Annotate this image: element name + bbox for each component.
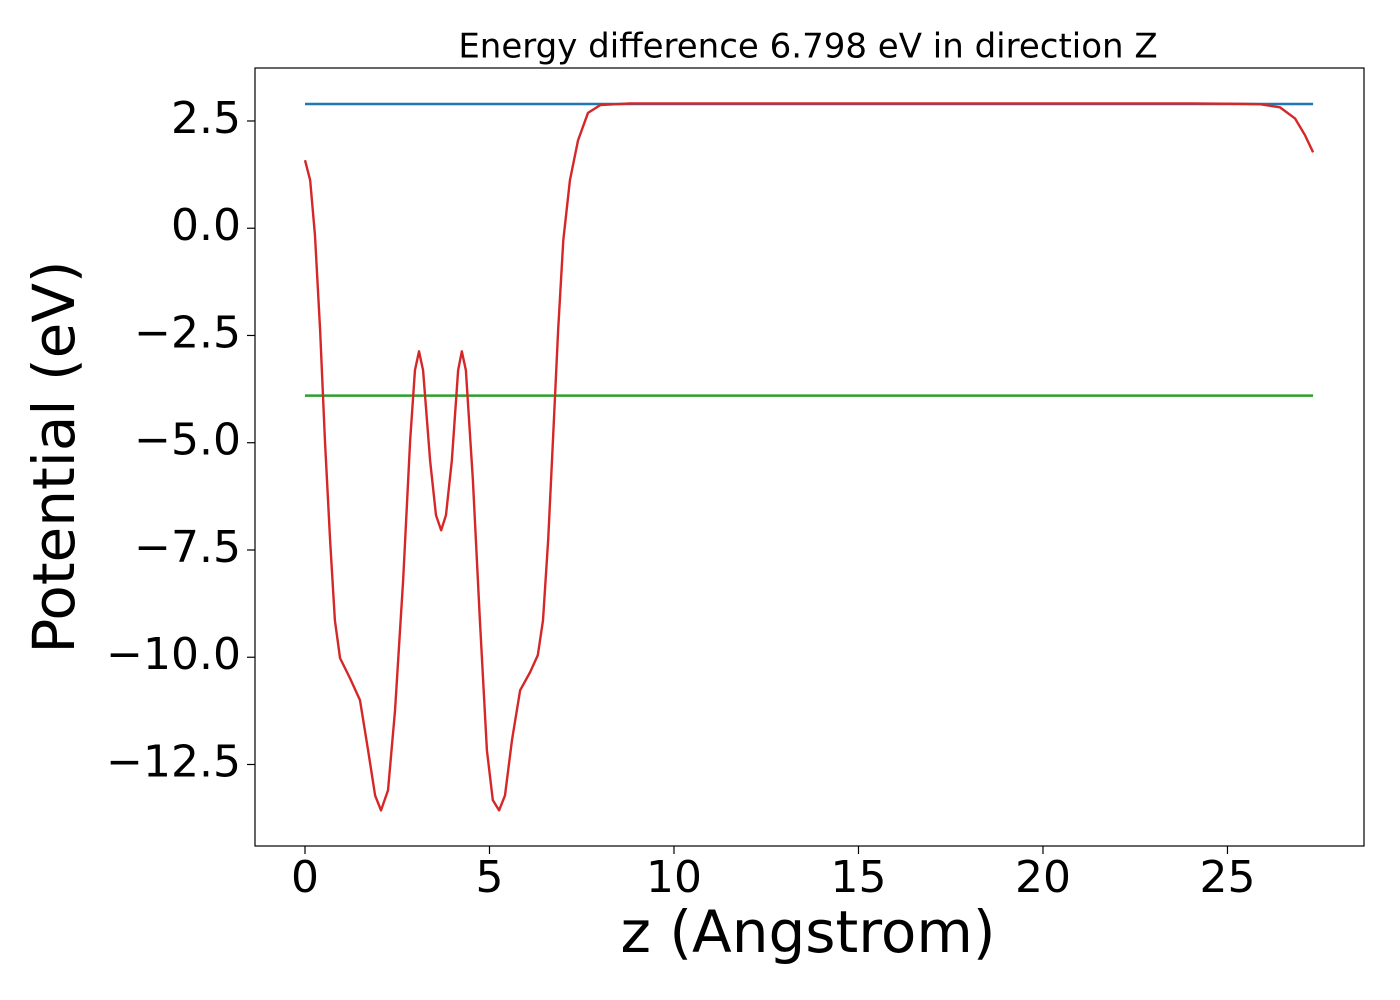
x-axis-label: z (Angstrom) [621, 898, 996, 966]
y-tick-label: −10.0 [106, 629, 241, 680]
y-tick-label: 0.0 [171, 200, 241, 251]
x-tick-label: 0 [291, 852, 319, 903]
y-tick-label: −2.5 [134, 307, 241, 358]
x-tick-label: 20 [1015, 852, 1071, 903]
plot-frame [254, 67, 1365, 847]
x-tick-label: 25 [1199, 852, 1255, 903]
y-tick-label: −12.5 [106, 736, 241, 787]
y-tick-label: −7.5 [134, 522, 241, 573]
x-tick-label: 5 [475, 852, 503, 903]
series-line [303, 102, 1315, 812]
x-tick-label: 10 [646, 852, 702, 903]
y-tick-label: −5.0 [134, 415, 241, 466]
y-tick-label: 2.5 [171, 93, 241, 144]
chart-title: Energy difference 6.798 eV in direction … [458, 27, 1157, 67]
y-axis-label: Potential (eV) [20, 260, 88, 653]
x-tick-label: 15 [830, 852, 886, 903]
